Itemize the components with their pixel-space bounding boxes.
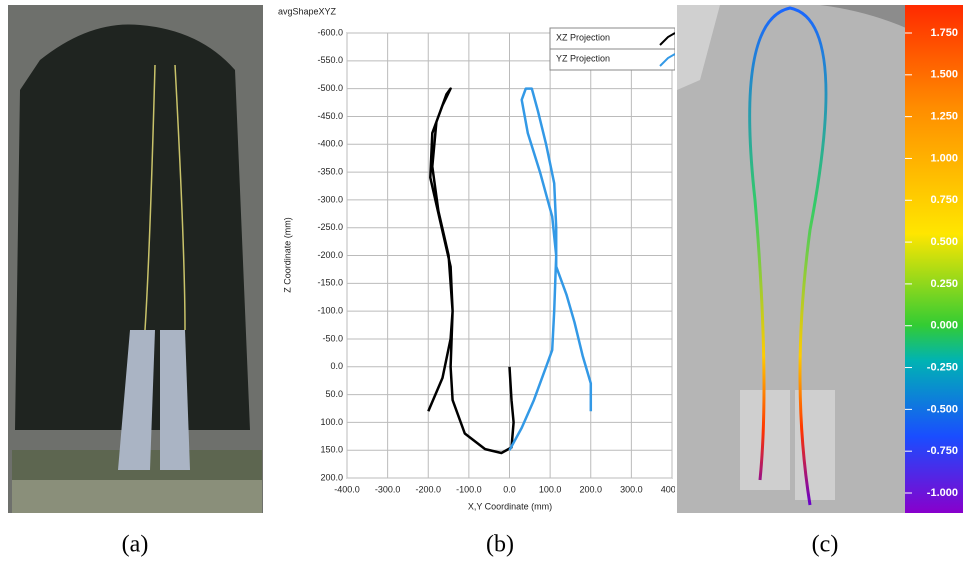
legend-label: XZ Projection — [556, 32, 610, 42]
panel-label: (a) — [122, 532, 149, 558]
y-tick-label: -200.0 — [317, 250, 343, 260]
colorbar-label: 0.750 — [930, 194, 958, 206]
y-tick-label: -150.0 — [317, 278, 343, 288]
x-axis-label: X,Y Coordinate (mm) — [468, 501, 552, 511]
colorbar-label: -0.500 — [927, 403, 958, 415]
legend-box — [549, 48, 675, 71]
y-tick-label: 0.0 — [330, 361, 343, 371]
colorbar-label: -0.250 — [927, 361, 958, 373]
colorbar-label: 0.500 — [930, 236, 958, 248]
colorbar-label: 1.000 — [930, 152, 958, 164]
colorbar-label: -1.000 — [927, 487, 958, 499]
y-tick-label: -250.0 — [317, 222, 343, 232]
x-tick-label: -200.0 — [415, 484, 441, 494]
chart-title: avgShapeXYZ — [278, 6, 337, 16]
colorbar-label: 1.250 — [930, 111, 958, 123]
y-tick-label: -550.0 — [317, 55, 343, 65]
y-tick-label: 100.0 — [320, 417, 343, 427]
x-tick-label: 300.0 — [620, 484, 643, 494]
colorbar-label: 1.500 — [930, 69, 958, 81]
y-tick-label: 200.0 — [320, 472, 343, 482]
x-tick-label: -400.0 — [334, 484, 360, 494]
scan-c — [677, 5, 963, 513]
x-tick-label: 0.0 — [503, 484, 516, 494]
y-tick-label: 150.0 — [320, 445, 343, 455]
series-line — [508, 87, 593, 451]
y-tick-label: -400.0 — [317, 139, 343, 149]
legend-swatch — [659, 32, 675, 46]
photo-a — [8, 5, 263, 513]
panel-label: (c) — [812, 532, 839, 558]
colorbar-label: 0.250 — [930, 278, 958, 290]
chart: avgShapeXYZ X,Y Coordinate (mm) Z Coordi… — [278, 6, 684, 511]
x-tick-label: -100.0 — [456, 484, 482, 494]
panel-label: (b) — [486, 532, 514, 558]
legend: XZ Projection YZ Projection — [549, 27, 675, 71]
y-tick-label: -450.0 — [317, 111, 343, 121]
y-tick-label: -500.0 — [317, 83, 343, 93]
series-line — [427, 87, 515, 455]
y-tick-label: 50.0 — [325, 389, 343, 399]
x-tick-label: 400.0 — [661, 484, 684, 494]
y-tick-label: -350.0 — [317, 166, 343, 176]
y-axis-label: Z Coordinate (mm) — [282, 217, 292, 293]
legend-label: YZ Projection — [556, 53, 610, 63]
y-tick-label: -600.0 — [317, 27, 343, 37]
colorbar — [905, 5, 963, 513]
colorbar-label: 0.000 — [930, 320, 958, 332]
y-tick-label: -50.0 — [322, 333, 343, 343]
legend-swatch — [659, 53, 675, 67]
y-tick-label: -100.0 — [317, 306, 343, 316]
x-tick-label: -300.0 — [375, 484, 401, 494]
x-tick-label: 200.0 — [579, 484, 602, 494]
colorbar-label: 1.750 — [930, 27, 958, 39]
x-tick-label: 100.0 — [539, 484, 562, 494]
colorbar-label: -0.750 — [927, 445, 958, 457]
y-tick-label: -300.0 — [317, 194, 343, 204]
